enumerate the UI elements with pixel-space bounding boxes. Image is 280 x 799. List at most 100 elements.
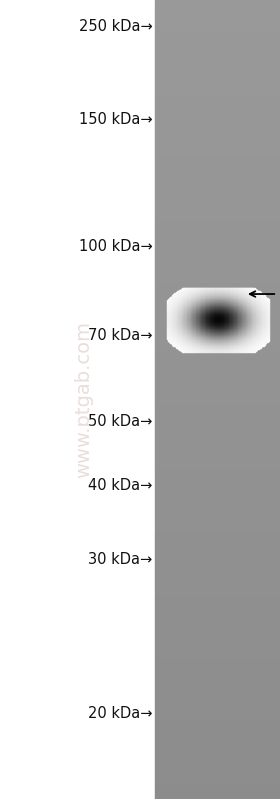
Bar bbox=[155, 238, 280, 240]
Bar bbox=[155, 4, 280, 6]
Bar bbox=[155, 54, 280, 56]
Bar bbox=[155, 300, 280, 301]
Bar bbox=[155, 24, 280, 26]
Bar bbox=[155, 651, 280, 653]
Bar bbox=[155, 380, 280, 381]
Bar bbox=[155, 293, 280, 296]
Bar bbox=[155, 479, 280, 481]
Bar bbox=[155, 361, 280, 364]
Bar bbox=[155, 553, 280, 555]
Bar bbox=[155, 220, 280, 221]
Bar bbox=[155, 284, 280, 285]
Bar bbox=[155, 438, 280, 439]
Bar bbox=[155, 150, 280, 152]
Bar bbox=[155, 30, 280, 32]
Bar bbox=[155, 695, 280, 697]
Bar bbox=[155, 52, 280, 54]
Bar bbox=[155, 117, 280, 120]
Bar bbox=[155, 292, 280, 293]
Bar bbox=[155, 276, 280, 277]
Bar bbox=[155, 713, 280, 715]
Bar bbox=[155, 148, 280, 150]
Bar bbox=[155, 566, 280, 567]
Bar bbox=[155, 128, 280, 129]
Bar bbox=[155, 495, 280, 497]
Bar bbox=[155, 340, 280, 342]
Bar bbox=[155, 529, 280, 531]
Bar bbox=[155, 316, 280, 317]
Bar bbox=[155, 761, 280, 763]
Bar bbox=[155, 563, 280, 566]
Bar bbox=[155, 643, 280, 646]
Bar bbox=[155, 673, 280, 675]
Bar bbox=[155, 422, 280, 423]
Bar bbox=[155, 459, 280, 461]
Bar bbox=[155, 96, 280, 97]
Bar bbox=[155, 90, 280, 92]
Bar bbox=[155, 204, 280, 205]
Bar bbox=[155, 342, 280, 344]
Bar bbox=[155, 360, 280, 361]
Bar bbox=[155, 411, 280, 414]
Bar bbox=[155, 731, 280, 733]
Bar bbox=[155, 224, 280, 225]
Bar bbox=[155, 735, 280, 737]
Bar bbox=[155, 236, 280, 237]
Bar bbox=[155, 593, 280, 595]
Bar bbox=[155, 467, 280, 469]
Bar bbox=[155, 68, 280, 70]
Bar bbox=[155, 773, 280, 775]
Bar bbox=[155, 70, 280, 72]
Bar bbox=[155, 336, 280, 337]
Bar bbox=[155, 757, 280, 759]
Bar bbox=[155, 699, 280, 702]
Bar bbox=[155, 415, 280, 417]
Bar bbox=[155, 710, 280, 711]
Bar bbox=[155, 531, 280, 534]
Bar bbox=[155, 625, 280, 627]
Bar bbox=[155, 779, 280, 781]
Bar bbox=[155, 598, 280, 599]
Bar bbox=[155, 78, 280, 80]
Bar bbox=[155, 46, 280, 48]
Bar bbox=[155, 425, 280, 427]
Bar bbox=[155, 384, 280, 385]
Bar bbox=[155, 232, 280, 233]
Bar bbox=[155, 630, 280, 631]
Bar bbox=[155, 356, 280, 358]
Bar bbox=[155, 358, 280, 360]
Bar bbox=[155, 277, 280, 280]
Bar bbox=[155, 654, 280, 655]
Bar bbox=[155, 309, 280, 312]
Bar bbox=[155, 623, 280, 625]
Bar bbox=[155, 711, 280, 714]
Bar bbox=[155, 156, 280, 158]
Bar bbox=[155, 50, 280, 52]
Bar bbox=[155, 691, 280, 693]
Bar bbox=[155, 328, 280, 329]
Bar bbox=[155, 483, 280, 485]
Bar bbox=[155, 208, 280, 209]
Bar bbox=[155, 8, 280, 10]
Bar bbox=[155, 659, 280, 661]
Bar bbox=[155, 571, 280, 574]
Bar bbox=[155, 244, 280, 245]
Bar bbox=[155, 385, 280, 388]
Bar bbox=[155, 142, 280, 144]
Bar bbox=[155, 745, 280, 747]
Bar bbox=[155, 705, 280, 707]
Bar bbox=[155, 314, 280, 316]
Bar bbox=[155, 510, 280, 511]
Bar bbox=[155, 478, 280, 479]
Bar bbox=[155, 129, 280, 132]
Bar bbox=[155, 595, 280, 598]
Bar bbox=[155, 649, 280, 651]
Bar bbox=[155, 582, 280, 583]
Bar bbox=[155, 376, 280, 377]
Bar bbox=[155, 396, 280, 397]
Bar bbox=[155, 558, 280, 559]
Bar bbox=[155, 190, 280, 192]
Bar bbox=[155, 317, 280, 320]
Bar bbox=[155, 679, 280, 681]
Bar bbox=[155, 603, 280, 606]
